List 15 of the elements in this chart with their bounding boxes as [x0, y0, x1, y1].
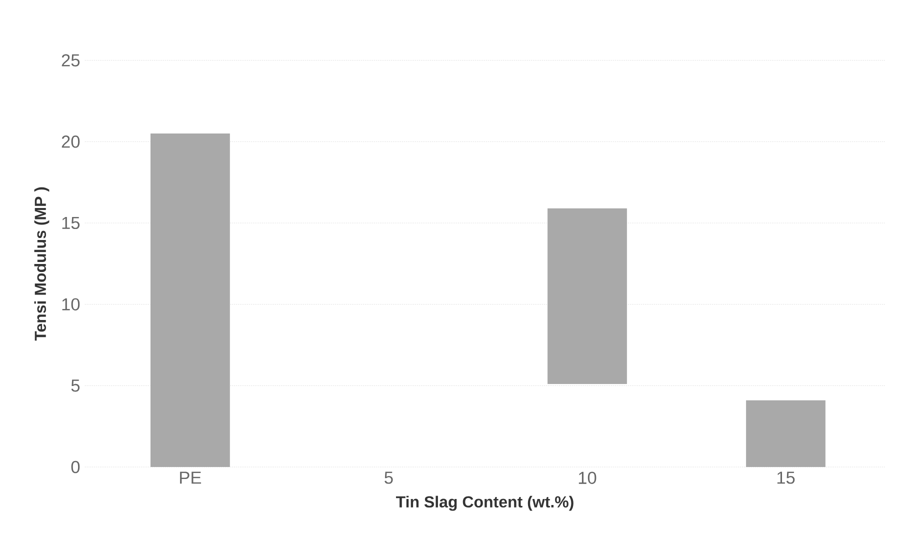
bar — [150, 134, 230, 467]
x-tick-label: 15 — [777, 472, 795, 484]
y-tick-label: 25 — [62, 54, 80, 66]
x-tick-label: PE — [180, 472, 202, 484]
x-tick-label: 10 — [578, 472, 596, 484]
x-tick-label: 5 — [384, 472, 393, 484]
y-tick-label: 15 — [62, 216, 80, 230]
y-tick-label: 5 — [71, 380, 80, 392]
y-tick-label: 20 — [62, 136, 80, 148]
x-axis-title: Tin Slag Content (wt.%) — [396, 496, 574, 511]
y-tick-label: 10 — [62, 298, 80, 310]
bar — [548, 208, 627, 384]
y-axis-title: Tensi Modulus (MP ) — [34, 187, 50, 341]
y-tick-label: 0 — [71, 460, 80, 474]
bar — [746, 400, 826, 467]
